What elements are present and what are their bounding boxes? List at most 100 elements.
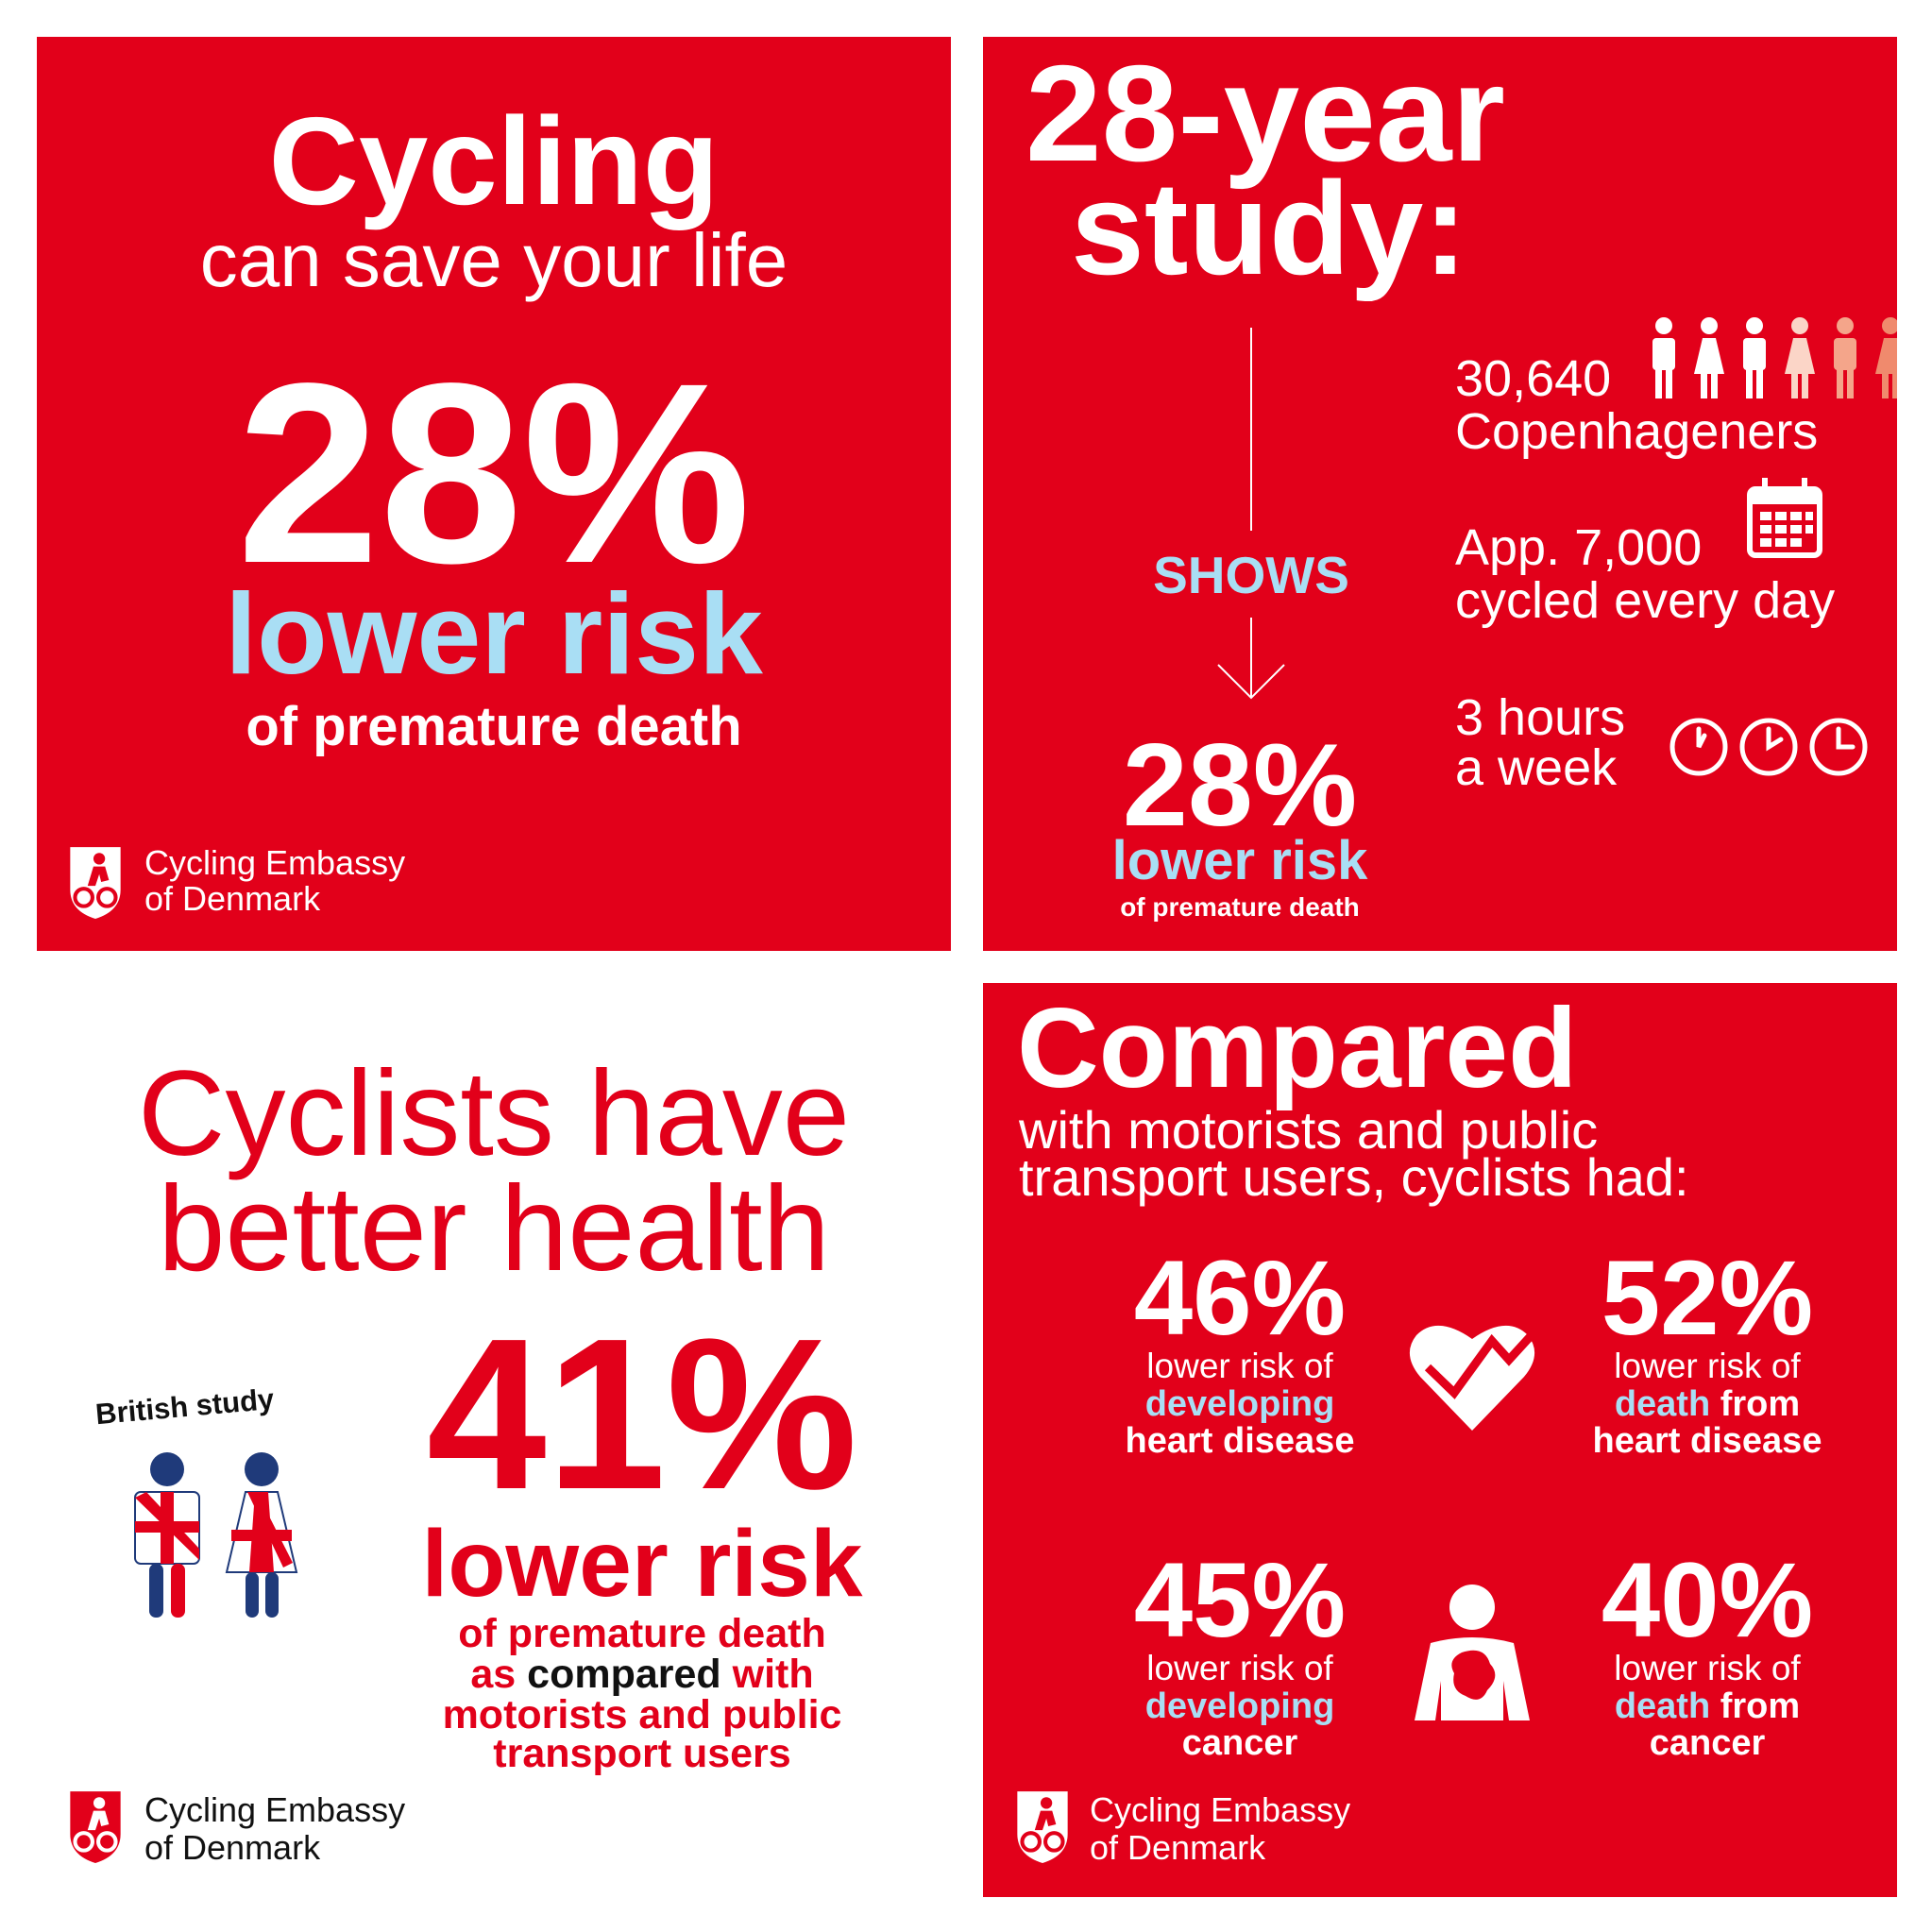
stat: 40%	[1602, 1541, 1813, 1659]
stat-note: of premature death	[246, 696, 741, 757]
title: Cycling	[269, 92, 720, 230]
person-head	[1746, 317, 1763, 334]
calendar-icon	[1747, 478, 1822, 558]
person-body	[1743, 338, 1766, 370]
stat: 46%	[1134, 1239, 1346, 1357]
calendar-icon-part	[1760, 512, 1813, 547]
title: Compared	[1017, 985, 1577, 1111]
male-figure-part	[149, 1564, 163, 1618]
calendar-icon-part-part	[1760, 512, 1771, 520]
stat-line: lower risk of	[1146, 1347, 1333, 1385]
person-leg	[1791, 368, 1798, 398]
stat-line: lower risk of	[1614, 1649, 1801, 1687]
fact: 3 hours	[1455, 689, 1625, 746]
note: of premature death	[458, 1611, 825, 1656]
fact: a week	[1455, 739, 1618, 796]
subtitle: with motorists and public	[1018, 1100, 1598, 1160]
stat-highlight: death	[1615, 1686, 1710, 1726]
fact: 30,640	[1455, 350, 1611, 407]
clock-icons-part	[1766, 726, 1784, 752]
title: Cyclists have	[138, 1046, 850, 1181]
male-figure	[134, 1452, 200, 1618]
stat-note: of premature death	[1120, 892, 1360, 922]
stat-label: lower risk	[225, 569, 763, 698]
stat-line: heart disease	[1126, 1421, 1355, 1461]
panel-4: Compared with motorists and public trans…	[1017, 985, 1822, 1867]
subtitle: can save your life	[200, 218, 788, 302]
person-head	[1655, 317, 1672, 334]
cancer-icon-part	[1451, 1650, 1496, 1700]
person-head	[1882, 317, 1897, 334]
logo-text: Cycling Embassy	[144, 843, 405, 882]
stat: 28%	[1123, 720, 1357, 851]
fact: App. 7,000	[1455, 519, 1702, 576]
logo-text: of Denmark	[1090, 1828, 1266, 1867]
logo-icon	[1017, 1791, 1068, 1863]
logo-text: of Denmark	[144, 1828, 321, 1867]
clock-icons-part	[1836, 726, 1856, 750]
panel-2: 28-year study: SHOWS 28% lower risk of p…	[1025, 37, 1897, 922]
person-head	[1701, 317, 1718, 334]
study-label: British study	[94, 1382, 277, 1431]
stat-line: cancer	[1182, 1723, 1298, 1763]
note: as compared with	[470, 1652, 813, 1697]
person-body	[1875, 338, 1897, 374]
arrow	[1217, 618, 1285, 700]
calendar-icon-part-part	[1790, 525, 1802, 534]
logo-text: Cycling Embassy	[1090, 1790, 1350, 1829]
stat-line: cancer	[1650, 1723, 1766, 1763]
note-highlight: compared	[527, 1652, 721, 1697]
stat-label: lower risk	[422, 1511, 863, 1617]
logo-text: of Denmark	[144, 879, 321, 918]
calendar-icon-part-part	[1790, 538, 1802, 547]
person-leg	[1847, 368, 1854, 398]
people-icons	[1652, 317, 1897, 398]
calendar-icon-part	[1802, 478, 1807, 497]
panel-background	[37, 37, 951, 951]
calendar-icon-part-part	[1805, 525, 1813, 534]
male-figure-part	[171, 1564, 185, 1618]
stat-line: death from	[1615, 1384, 1800, 1424]
fact: cycled every day	[1455, 572, 1835, 629]
female-figure-part	[265, 1572, 279, 1618]
male-figure-part	[135, 1521, 199, 1533]
arrow-part	[1217, 664, 1285, 700]
stat-text: from	[1720, 1384, 1800, 1424]
calendar-icon-part-part	[1790, 512, 1802, 520]
stat-highlight: developing	[1145, 1384, 1335, 1424]
male-figure-part	[150, 1452, 184, 1486]
stat: 52%	[1602, 1239, 1813, 1357]
female-figure-part	[246, 1572, 259, 1618]
stat-label: lower risk	[1112, 830, 1369, 891]
person-leg	[1837, 368, 1843, 398]
person-head	[1837, 317, 1854, 334]
female-figure-part	[231, 1530, 292, 1541]
cancer-icon-part	[1449, 1585, 1495, 1630]
logo-icon	[70, 847, 121, 919]
note: motorists and public	[443, 1692, 842, 1737]
shows-label: SHOWS	[1153, 546, 1349, 604]
stat-line: lower risk of	[1146, 1649, 1333, 1687]
heart-icon	[1409, 1323, 1543, 1431]
calendar-icon-part-part	[1805, 512, 1813, 520]
clock-icons-part	[1696, 726, 1707, 749]
clock-icons-part	[1739, 718, 1798, 776]
person-leg	[1882, 368, 1889, 398]
cancer-icon	[1415, 1585, 1530, 1720]
person-leg	[1666, 368, 1672, 398]
calendar-icon-part	[1762, 478, 1768, 497]
person-head	[1791, 317, 1808, 334]
stat-highlight: death	[1615, 1384, 1710, 1424]
person-body	[1785, 338, 1815, 374]
stat-text: from	[1720, 1686, 1800, 1726]
person-leg	[1711, 368, 1718, 398]
stat-line: death from	[1615, 1686, 1800, 1726]
note: transport users	[493, 1731, 790, 1776]
person-leg	[1655, 368, 1662, 398]
person-body	[1652, 338, 1675, 370]
calendar-icon-part	[1750, 489, 1820, 504]
title: study:	[1071, 154, 1467, 302]
stat: 28%	[237, 330, 751, 617]
